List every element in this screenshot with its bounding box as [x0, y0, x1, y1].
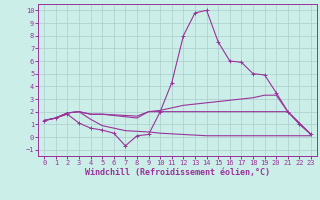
X-axis label: Windchill (Refroidissement éolien,°C): Windchill (Refroidissement éolien,°C) — [85, 168, 270, 177]
